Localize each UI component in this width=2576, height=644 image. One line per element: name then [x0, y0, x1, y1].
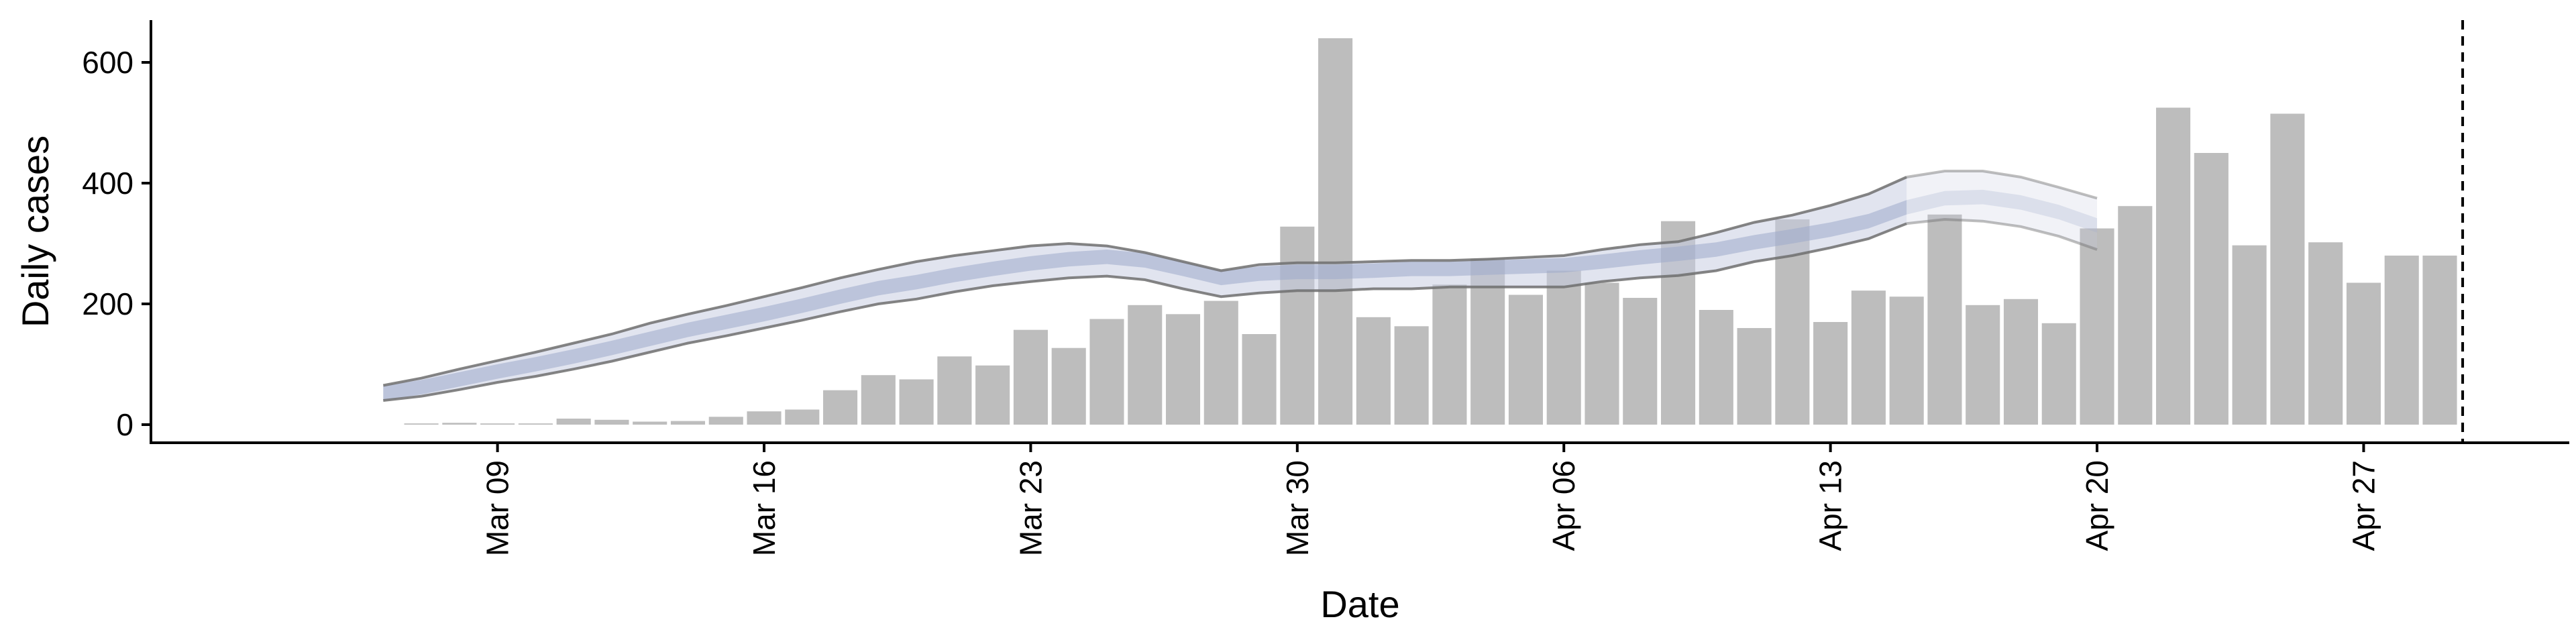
x-tick-label: Mar 09 [480, 460, 515, 556]
bar-apr-29 [2422, 256, 2457, 425]
x-tick-label: Apr 20 [2080, 460, 2114, 551]
bar-apr-08 [1623, 298, 1658, 425]
bar-mar-10 [518, 423, 553, 425]
bar-apr-13 [1813, 322, 1848, 425]
bar-mar-20 [899, 379, 934, 425]
bar-mar-17 [785, 409, 820, 425]
bar-mar-19 [861, 375, 896, 425]
bar-mar-08 [442, 423, 477, 425]
bar-apr-28 [2384, 256, 2419, 425]
bar-apr-11 [1737, 328, 1772, 425]
bar-apr-22 [2156, 107, 2191, 425]
forecast-band-inner [1907, 189, 2098, 233]
bar-mar-18 [823, 390, 858, 425]
bar-apr-15 [1889, 297, 1924, 425]
x-tick-label: Apr 06 [1546, 460, 1581, 551]
y-tick-label: 600 [82, 45, 133, 80]
bar-mar-23 [1013, 329, 1048, 425]
x-tick-label: Apr 27 [2346, 460, 2381, 551]
bar-mar-27 [1165, 314, 1201, 425]
bar-apr-23 [2194, 153, 2229, 425]
bar-mar-26 [1128, 305, 1163, 425]
bar-mar-31 [1318, 38, 1353, 425]
bar-apr-19 [2041, 323, 2076, 425]
forecast-band-outer [1907, 171, 2098, 250]
bar-mar-25 [1089, 319, 1124, 425]
forecast-upper-line [1906, 170, 2098, 200]
bar-mar-30 [1280, 226, 1315, 425]
estimate-band [382, 170, 2098, 402]
y-tick-label: 200 [82, 286, 133, 321]
x-axis-title: Date [1320, 583, 1399, 625]
bar-mar-14 [670, 421, 706, 425]
estimate-lower-line [383, 222, 1907, 402]
bar-apr-14 [1851, 290, 1886, 425]
axes [150, 20, 2569, 444]
x-tick-label: Mar 16 [747, 460, 782, 556]
bar-apr-06 [1546, 270, 1581, 425]
y-axis-title: Daily cases [14, 136, 56, 327]
bar-apr-20 [2080, 228, 2114, 425]
bar-apr-05 [1508, 294, 1544, 425]
bar-apr-21 [2118, 206, 2153, 425]
x-tick-label: Apr 13 [1813, 460, 1848, 551]
bar-apr-24 [2232, 245, 2267, 425]
bar-mar-07 [404, 423, 439, 425]
bar-apr-25 [2270, 113, 2305, 425]
bar-mar-12 [594, 419, 629, 425]
x-tick-label: Mar 23 [1013, 460, 1048, 556]
bar-mar-15 [708, 417, 743, 425]
x-axis-ticks: Mar 09 Mar 16 Mar 23 Mar 30 Apr 06 Apr 13 Apr … [480, 443, 2381, 556]
bar-mar-13 [633, 421, 667, 425]
bar-mar-11 [556, 419, 591, 425]
bar-mar-24 [1051, 347, 1086, 425]
bar-mar-21 [937, 356, 972, 425]
bar-mar-16 [747, 411, 782, 425]
bar-apr-10 [1699, 310, 1733, 425]
bar-series [404, 38, 2457, 425]
bar-apr-17 [1966, 305, 2000, 425]
bar-mar-28 [1203, 301, 1238, 425]
bar-apr-27 [2346, 282, 2381, 425]
bar-mar-09 [480, 423, 515, 425]
y-tick-label: 400 [82, 166, 133, 201]
y-axis-ticks: 0 200 400 600 [82, 45, 151, 442]
forecast-lower-line [1906, 217, 2098, 251]
bar-apr-26 [2308, 242, 2343, 425]
bar-mar-29 [1242, 334, 1277, 425]
bar-mar-22 [975, 365, 1010, 425]
bar-apr-03 [1432, 284, 1467, 425]
bar-apr-07 [1585, 282, 1619, 425]
estimate-upper-line [382, 176, 1907, 387]
y-tick-label: 0 [116, 407, 133, 442]
bar-apr-18 [2003, 299, 2039, 425]
bar-apr-02 [1394, 326, 1429, 425]
bar-apr-01 [1356, 317, 1391, 425]
x-tick-label: Mar 30 [1280, 460, 1315, 556]
bar-apr-16 [1927, 214, 1962, 425]
